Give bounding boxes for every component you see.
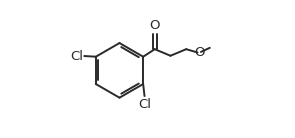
- Text: O: O: [194, 46, 204, 59]
- Text: Cl: Cl: [138, 98, 151, 111]
- Text: O: O: [150, 19, 160, 32]
- Text: Cl: Cl: [70, 50, 83, 63]
